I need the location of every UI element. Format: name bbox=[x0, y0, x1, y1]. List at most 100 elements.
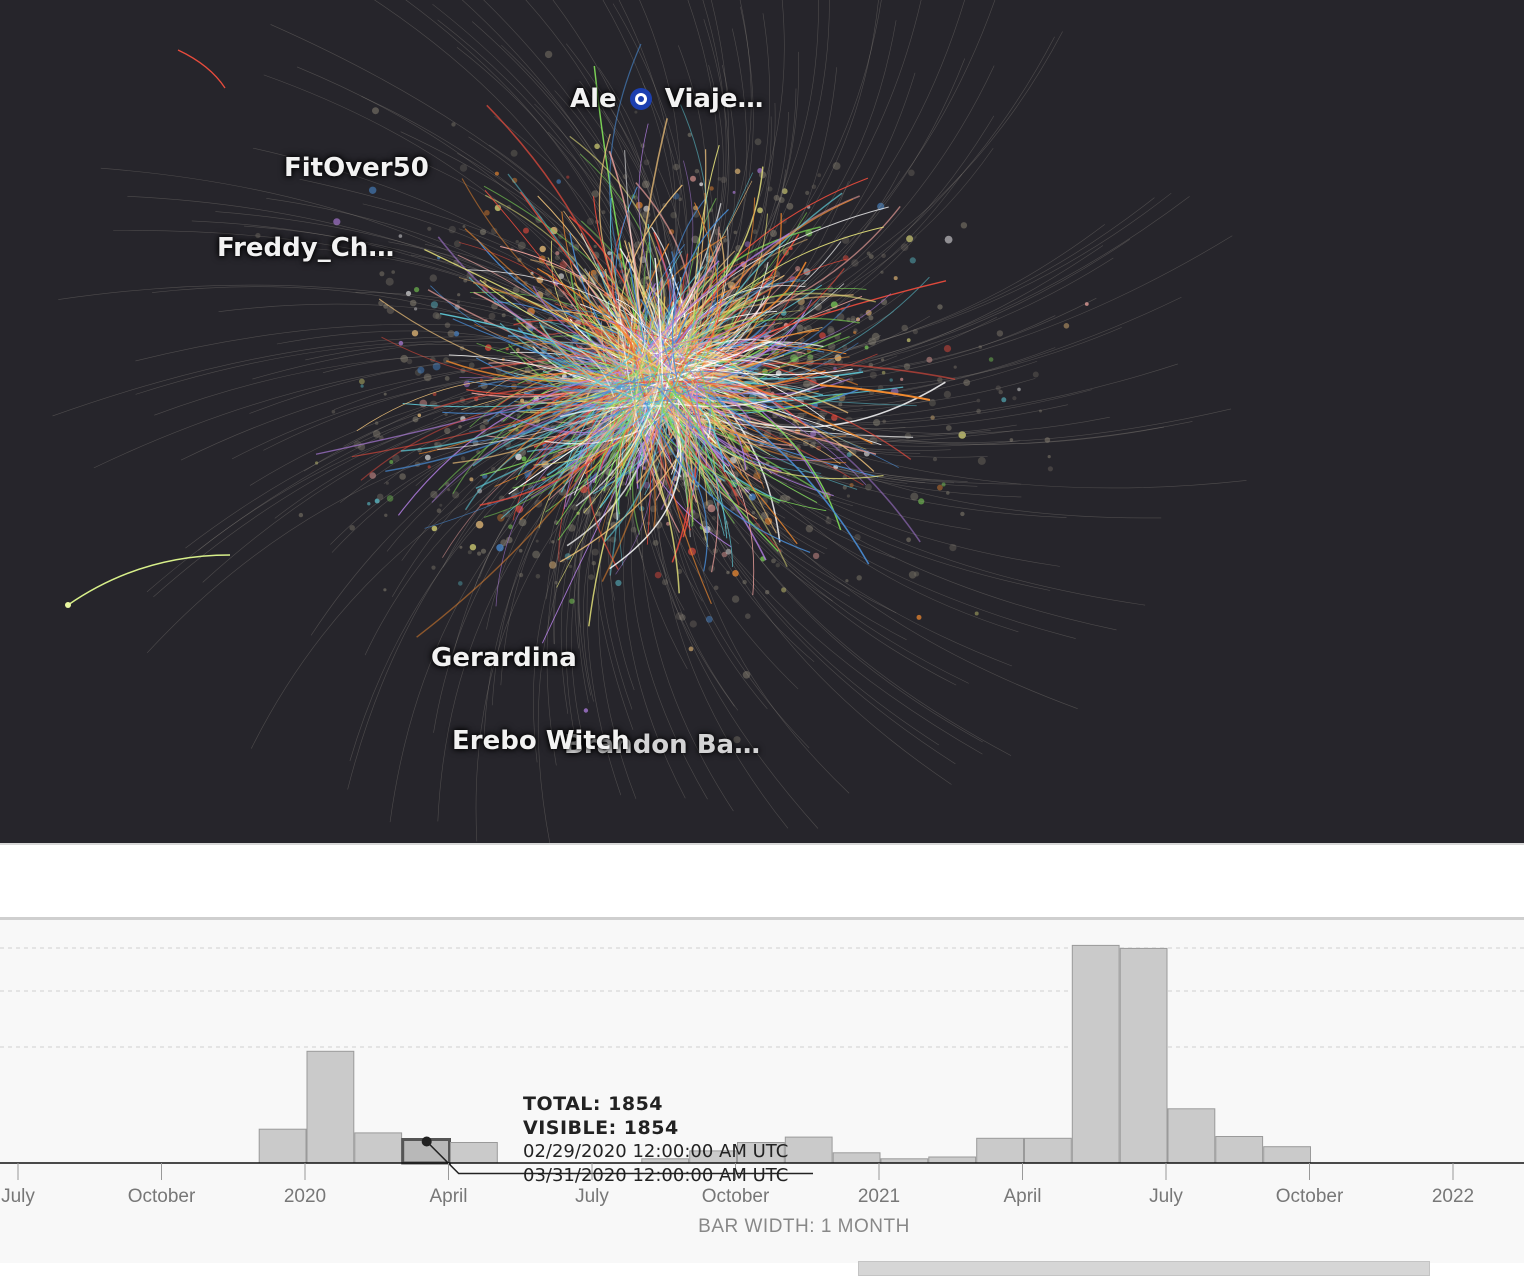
graph-node[interactable] bbox=[298, 512, 304, 518]
graph-node[interactable] bbox=[937, 484, 943, 491]
network-graph[interactable]: Ale Viaje… FitOver50 Freddy_Ch… Gerardin… bbox=[0, 0, 1524, 843]
graph-node[interactable] bbox=[385, 277, 394, 286]
graph-node[interactable] bbox=[811, 184, 817, 190]
graph-node[interactable] bbox=[745, 613, 751, 619]
graph-node[interactable] bbox=[778, 197, 785, 203]
graph-node[interactable] bbox=[568, 564, 573, 569]
graph-node[interactable] bbox=[484, 210, 490, 216]
graph-node[interactable] bbox=[642, 466, 646, 470]
graph-node[interactable] bbox=[944, 235, 953, 244]
graph-node[interactable] bbox=[869, 371, 877, 379]
graph-node[interactable] bbox=[1032, 371, 1039, 378]
graph-node[interactable] bbox=[854, 534, 861, 541]
graph-node[interactable] bbox=[873, 419, 881, 427]
graph-node[interactable] bbox=[949, 544, 957, 552]
graph-node[interactable] bbox=[618, 279, 623, 284]
graph-node[interactable] bbox=[424, 454, 431, 461]
graph-node[interactable] bbox=[490, 466, 496, 472]
graph-node[interactable] bbox=[816, 445, 821, 451]
graph-node[interactable] bbox=[1001, 397, 1007, 403]
graph-node[interactable] bbox=[731, 595, 740, 603]
graph-node[interactable] bbox=[849, 377, 854, 382]
graph-node[interactable] bbox=[398, 234, 403, 238]
graph-node[interactable] bbox=[591, 190, 599, 198]
graph-node[interactable] bbox=[881, 358, 885, 362]
graph-node[interactable] bbox=[826, 516, 830, 520]
graph-node[interactable] bbox=[468, 362, 475, 369]
graph-node[interactable] bbox=[480, 548, 487, 554]
graph-node[interactable] bbox=[379, 271, 385, 277]
graph-node[interactable] bbox=[988, 357, 994, 362]
graph-node[interactable] bbox=[436, 508, 442, 513]
graph-node[interactable] bbox=[457, 300, 460, 304]
graph-node[interactable] bbox=[976, 398, 981, 403]
graph-node[interactable] bbox=[742, 671, 751, 679]
graph-node[interactable] bbox=[255, 232, 261, 239]
graph-node[interactable] bbox=[765, 590, 770, 595]
graph-node[interactable] bbox=[846, 494, 851, 498]
graph-node[interactable] bbox=[414, 307, 418, 311]
graph-node[interactable] bbox=[995, 385, 1001, 391]
graph-node[interactable] bbox=[709, 186, 714, 191]
graph-node[interactable] bbox=[586, 217, 595, 226]
graph-node[interactable] bbox=[517, 241, 526, 250]
graph-node[interactable] bbox=[412, 416, 419, 423]
graph-node[interactable] bbox=[721, 551, 728, 558]
graph-node[interactable] bbox=[1084, 302, 1089, 306]
graph-node[interactable] bbox=[845, 579, 849, 583]
graph-node[interactable] bbox=[645, 276, 649, 280]
graph-node[interactable] bbox=[754, 138, 762, 146]
node-label-brandon[interactable]: Brandon Ba… bbox=[564, 730, 761, 760]
graph-node[interactable] bbox=[672, 163, 680, 171]
graph-node[interactable] bbox=[742, 579, 747, 585]
graph-node[interactable] bbox=[819, 332, 826, 339]
graph-node[interactable] bbox=[535, 574, 541, 579]
graph-node[interactable] bbox=[889, 378, 893, 382]
graph-node[interactable] bbox=[652, 539, 659, 546]
timeline-bars[interactable] bbox=[258, 944, 1311, 1175]
graph-node[interactable] bbox=[791, 421, 796, 426]
graph-node[interactable] bbox=[900, 243, 909, 251]
graph-node[interactable] bbox=[591, 548, 599, 556]
network-graph-canvas[interactable] bbox=[0, 0, 1524, 843]
graph-node[interactable] bbox=[1017, 387, 1021, 392]
graph-node[interactable] bbox=[1039, 409, 1042, 413]
graph-node[interactable] bbox=[670, 212, 677, 219]
graph-node[interactable] bbox=[521, 456, 527, 462]
graph-node[interactable] bbox=[802, 282, 807, 287]
graph-node[interactable] bbox=[479, 424, 486, 431]
graph-node[interactable] bbox=[386, 495, 394, 502]
graph-node[interactable] bbox=[582, 507, 590, 515]
graph-node[interactable] bbox=[893, 276, 898, 281]
graph-node[interactable] bbox=[601, 210, 606, 215]
graph-node[interactable] bbox=[359, 378, 365, 385]
graph-node[interactable] bbox=[630, 526, 637, 533]
graph-node[interactable] bbox=[827, 326, 835, 333]
graph-node[interactable] bbox=[411, 330, 419, 337]
graph-node[interactable] bbox=[544, 50, 553, 59]
graph-node[interactable] bbox=[593, 244, 597, 248]
graph-node[interactable] bbox=[679, 614, 686, 621]
graph-node[interactable] bbox=[539, 245, 546, 253]
graph-node[interactable] bbox=[803, 380, 811, 388]
graph-node[interactable] bbox=[996, 330, 1004, 337]
graph-node[interactable] bbox=[377, 493, 384, 500]
graph-node[interactable] bbox=[374, 498, 380, 504]
graph-node[interactable] bbox=[930, 415, 935, 420]
graph-node[interactable] bbox=[515, 428, 519, 432]
graph-node[interactable] bbox=[1047, 466, 1053, 472]
graph-node[interactable] bbox=[926, 356, 933, 363]
graph-node[interactable] bbox=[518, 572, 524, 578]
graph-node[interactable] bbox=[881, 253, 886, 259]
graph-node[interactable] bbox=[799, 304, 805, 310]
graph-node[interactable] bbox=[556, 289, 565, 298]
graph-node[interactable] bbox=[937, 377, 943, 383]
graph-node[interactable] bbox=[781, 188, 788, 195]
histogram-bar[interactable] bbox=[1119, 947, 1168, 1164]
histogram-bar[interactable] bbox=[354, 1132, 403, 1164]
graph-node[interactable] bbox=[775, 563, 780, 568]
graph-node[interactable] bbox=[389, 460, 394, 464]
graph-node[interactable] bbox=[732, 190, 736, 194]
graph-node[interactable] bbox=[634, 241, 642, 249]
graph-node[interactable] bbox=[500, 539, 508, 547]
